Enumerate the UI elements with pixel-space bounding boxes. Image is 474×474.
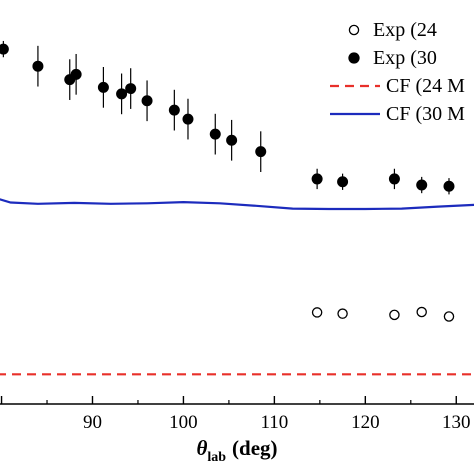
x-ticks: 90 100 110 120 130 xyxy=(0,396,471,433)
filled-data-point xyxy=(255,146,267,158)
filled-data-point xyxy=(337,176,349,188)
x-tick-label: 120 xyxy=(351,412,380,433)
filled-data-point xyxy=(97,81,109,93)
filled-data-point xyxy=(182,113,194,125)
x-axis-label-subscript: lab xyxy=(207,450,226,465)
curves xyxy=(0,198,474,376)
filled-data-point xyxy=(226,134,238,146)
filled-data-point xyxy=(116,88,128,100)
legend-label: CF (30 M xyxy=(386,103,465,125)
filled-data-point xyxy=(311,173,323,185)
filled-data-point xyxy=(70,68,82,80)
filled-data-point xyxy=(443,180,455,192)
filled-data-point xyxy=(209,128,221,140)
filled-data-point xyxy=(416,179,428,191)
x-axis-label: θlab (deg) xyxy=(196,436,277,465)
filled-data-point xyxy=(141,95,153,107)
x-axis-label-symbol: θ xyxy=(196,436,207,460)
legend-marker-open-circle xyxy=(348,24,360,36)
filled-data-point xyxy=(388,173,400,185)
legend-label: Exp (24 xyxy=(373,19,437,41)
filled-data-point xyxy=(125,83,137,95)
open-data-point xyxy=(389,309,400,321)
legend: Exp (24 Exp (30 CF (24 M CF (30 M xyxy=(330,19,465,125)
legend-label: Exp (30 xyxy=(373,47,437,69)
open-data-point xyxy=(311,307,323,318)
filled-data-point xyxy=(32,60,44,72)
series-line-2 xyxy=(0,198,474,211)
open-data-point xyxy=(416,306,427,318)
filled-data-point xyxy=(168,104,180,116)
x-tick-label: 100 xyxy=(169,412,198,433)
x-axis-label-unit: (deg) xyxy=(232,436,278,460)
legend-marker-filled-circle xyxy=(348,52,360,64)
open-data-point xyxy=(443,311,455,322)
data-points xyxy=(0,40,455,322)
x-tick-label: 130 xyxy=(442,412,471,433)
open-data-point xyxy=(337,308,348,319)
legend-label: CF (24 M xyxy=(386,75,465,97)
filled-data-point xyxy=(0,43,9,55)
x-tick-label: 90 xyxy=(83,412,102,433)
x-tick-label: 110 xyxy=(260,412,288,433)
